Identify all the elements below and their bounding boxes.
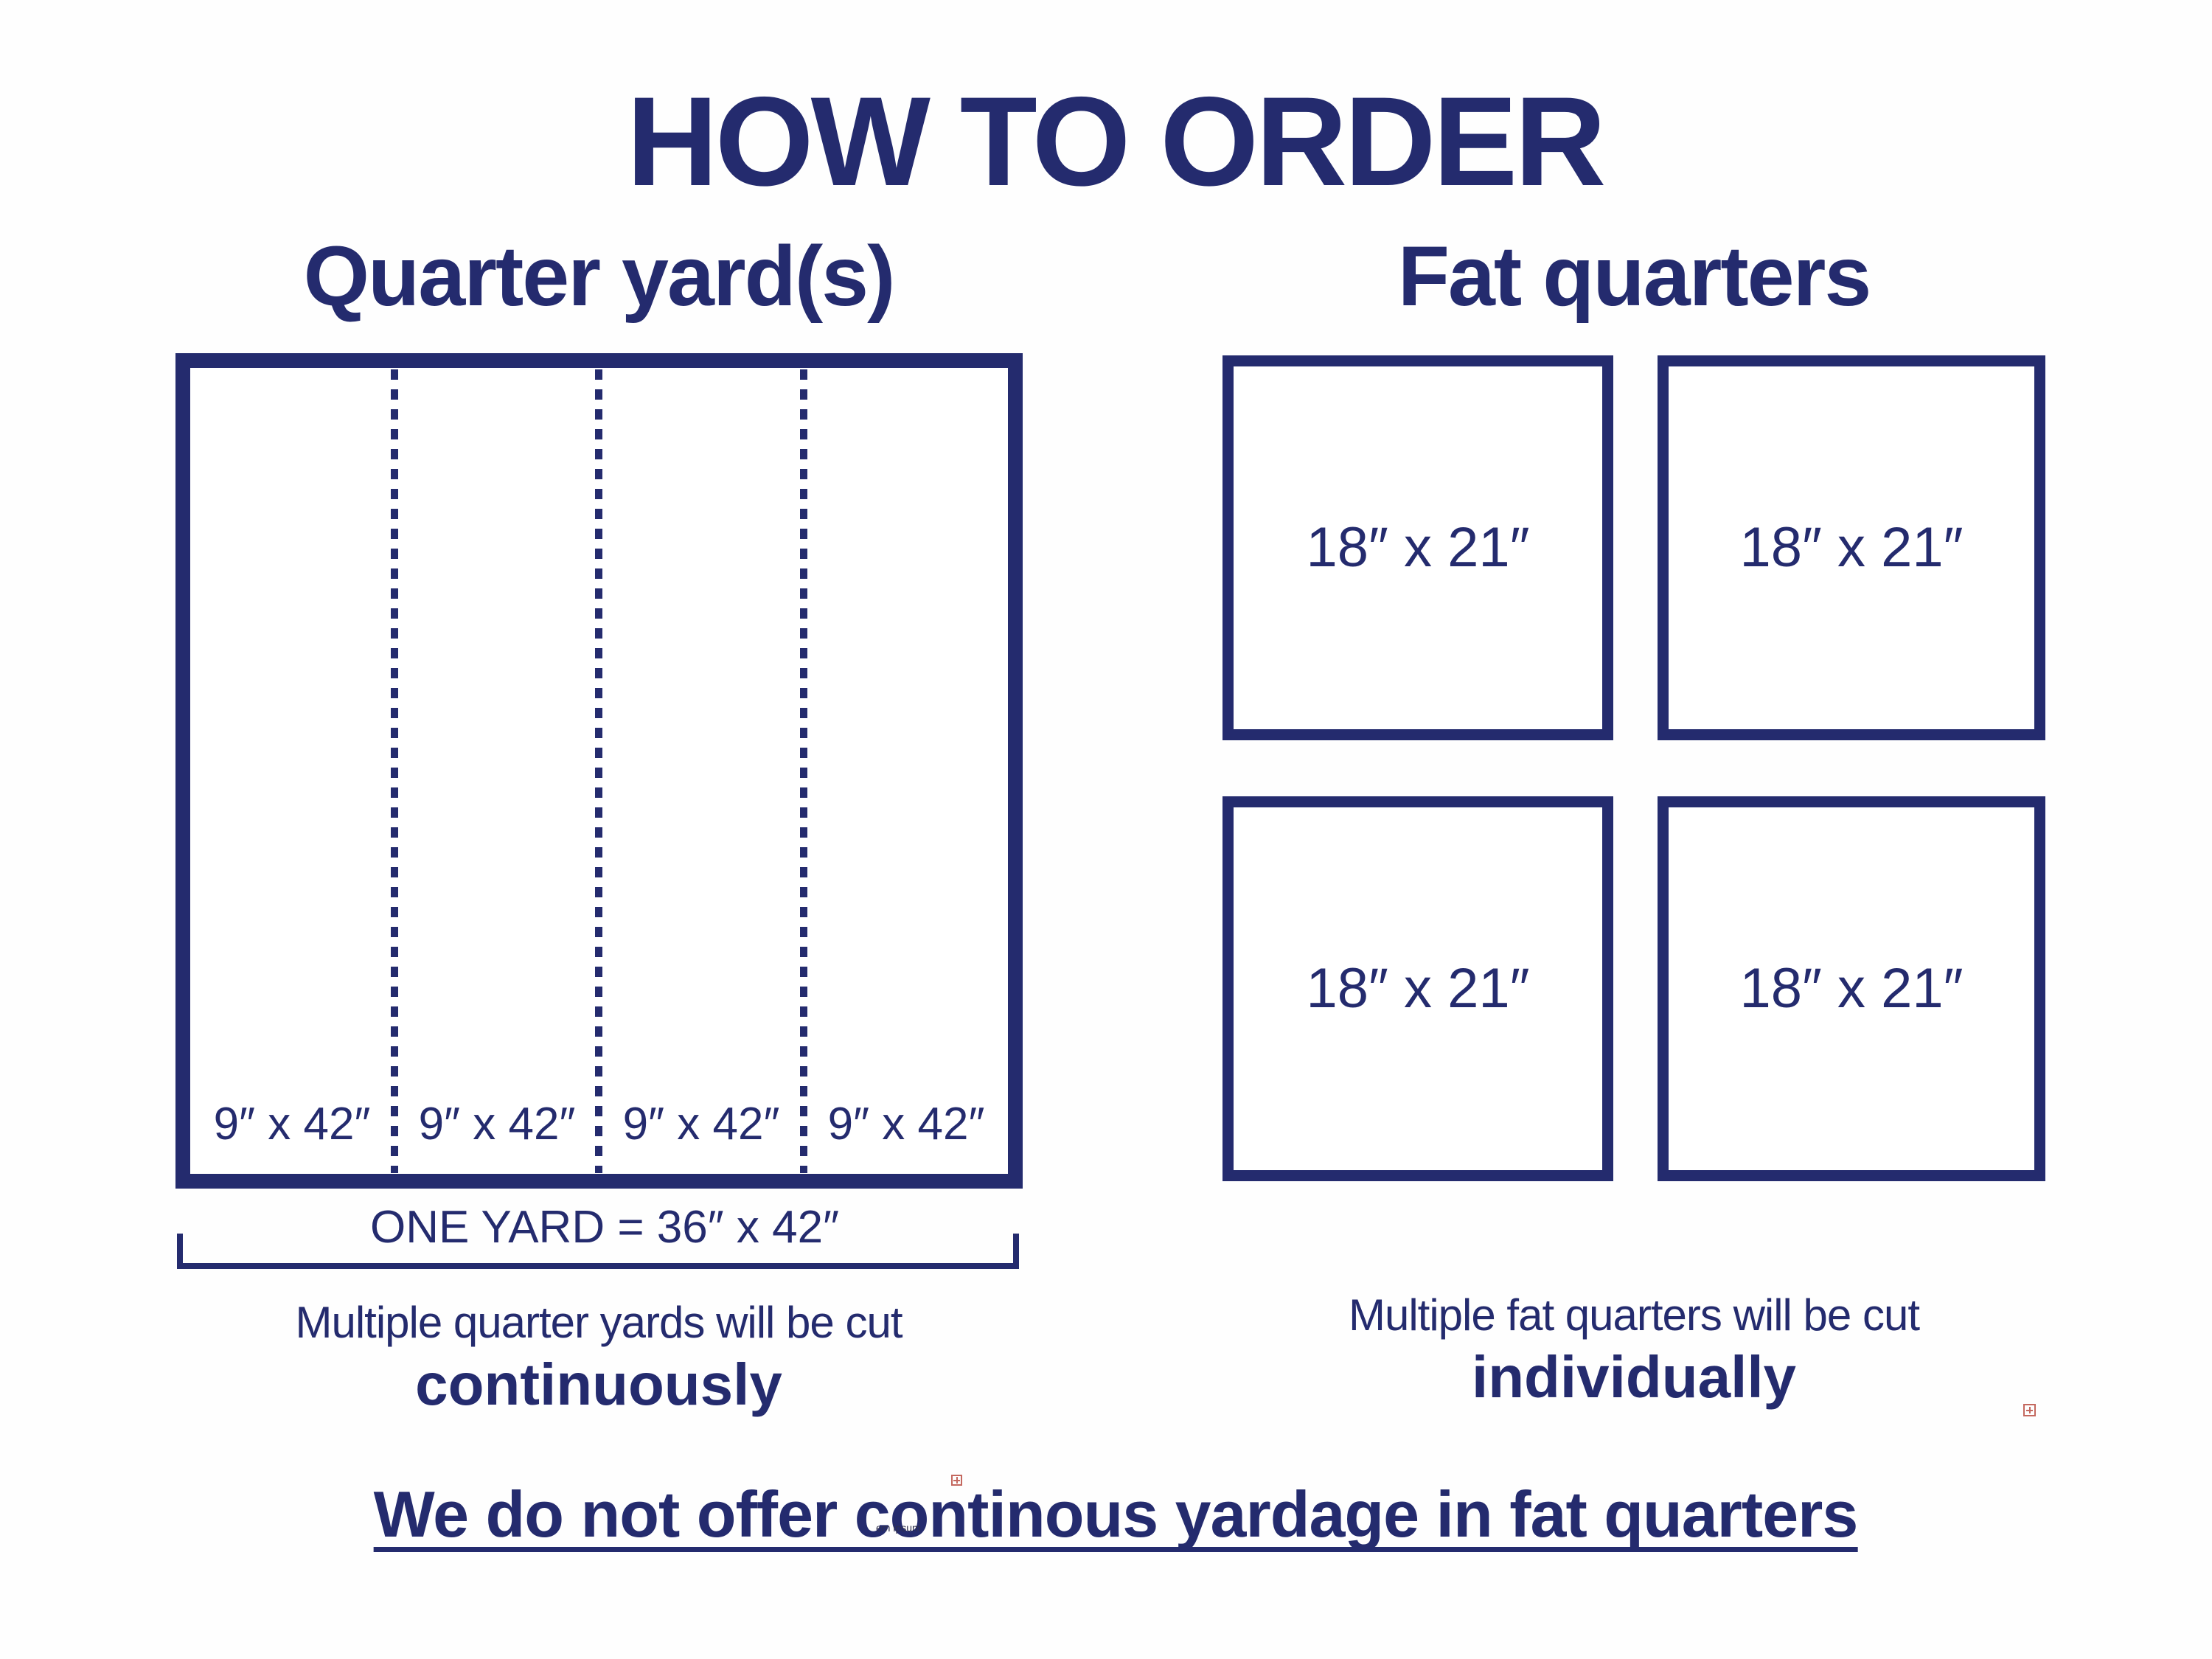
image-placeholder-icon	[951, 1475, 962, 1486]
image-placeholder-icon	[2023, 1404, 2036, 1416]
quarter-yards-heading: Quarter yard(s)	[303, 229, 896, 324]
fat-quarter-box: 18″ x 21″	[1658, 796, 2045, 1181]
footer-note: We do not offer continous yardage in fat…	[373, 1478, 1858, 1552]
fat-quarter-size-label: 18″ x 21″	[1306, 516, 1530, 579]
fat-quarter-box: 18″ x 21″	[1658, 355, 2045, 740]
cut-line-dotted-3	[800, 369, 807, 1173]
page-title: HOW TO ORDER	[626, 71, 1607, 212]
quarter-strip-size-label: 9″ x 42″	[418, 1099, 576, 1150]
cut-line-dotted-1	[391, 369, 398, 1173]
fat-quarter-size-label: 18″ x 21″	[1306, 957, 1530, 1020]
quarter-strip-size-label: 9″ x 42″	[827, 1099, 985, 1150]
quarter-strip-size-label: 9″ x 42″	[622, 1099, 780, 1150]
fat-quarter-box: 18″ x 21″	[1222, 355, 1613, 740]
fat-cut-note: Multiple fat quarters will be cut	[1348, 1290, 1920, 1340]
quarter-cut-style: continuously	[415, 1352, 782, 1417]
fat-quarter-size-label: 18″ x 21″	[1739, 516, 1964, 579]
quarter-strip-size-label: 9″ x 42″	[213, 1099, 371, 1150]
fat-cut-style: individually	[1471, 1344, 1797, 1410]
cut-line-dotted-2	[595, 369, 602, 1173]
fat-quarters-heading: Fat quarters	[1397, 229, 1872, 324]
quarter-cut-note: Multiple quarter yards will be cut	[295, 1298, 902, 1347]
one-yard-bracket	[177, 1234, 1019, 1269]
one-yard-note: ONE YARD = 36″ x 42″	[369, 1202, 840, 1253]
fat-quarter-size-label: 18″ x 21″	[1739, 957, 1964, 1020]
micro-watermark-text: em ipsum	[876, 1522, 921, 1534]
fat-quarter-box: 18″ x 21″	[1222, 796, 1613, 1181]
